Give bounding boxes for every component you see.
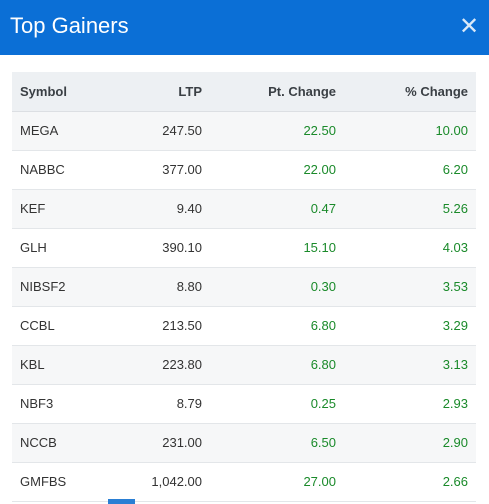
- table-row[interactable]: CCBL 213.50 6.80 3.29: [12, 306, 476, 346]
- cell-pct-change: 2.90: [344, 423, 476, 463]
- table-row[interactable]: KBL 223.80 6.80 3.13: [12, 345, 476, 385]
- cell-pct-change: 2.66: [344, 462, 476, 502]
- cell-symbol: KEF: [12, 189, 122, 229]
- cell-ltp: 8.80: [122, 267, 210, 307]
- cell-pct-change: 4.03: [344, 228, 476, 268]
- column-header-pct-change[interactable]: % Change: [344, 72, 476, 112]
- table-row[interactable]: GLH 390.10 15.10 4.03: [12, 228, 476, 268]
- column-header-ltp[interactable]: LTP: [122, 72, 210, 112]
- table-row[interactable]: MEGA 247.50 22.50 10.00: [12, 111, 476, 151]
- cell-ltp: 8.79: [122, 384, 210, 424]
- cell-pt-change: 6.80: [210, 306, 344, 346]
- cell-pt-change: 22.50: [210, 111, 344, 151]
- cell-symbol: GMFBS: [12, 462, 122, 502]
- column-header-pt-change[interactable]: Pt. Change: [210, 72, 344, 112]
- cell-symbol: NIBSF2: [12, 267, 122, 307]
- horizontal-scrollbar-thumb[interactable]: [108, 499, 135, 504]
- table-row[interactable]: NBF3 8.79 0.25 2.93: [12, 384, 476, 424]
- cell-pt-change: 0.25: [210, 384, 344, 424]
- gainers-table: Symbol LTP Pt. Change % Change MEGA 247.5…: [12, 72, 476, 502]
- cell-ltp: 231.00: [122, 423, 210, 463]
- table-row[interactable]: NABBC 377.00 22.00 6.20: [12, 150, 476, 190]
- cell-pt-change: 22.00: [210, 150, 344, 190]
- gainers-table-container: Symbol LTP Pt. Change % Change MEGA 247.5…: [12, 72, 476, 502]
- cell-symbol: NBF3: [12, 384, 122, 424]
- cell-ltp: 247.50: [122, 111, 210, 151]
- close-icon[interactable]: ✕: [459, 13, 480, 40]
- cell-ltp: 377.00: [122, 150, 210, 190]
- table-row[interactable]: KEF 9.40 0.47 5.26: [12, 189, 476, 229]
- cell-pct-change: 3.29: [344, 306, 476, 346]
- cell-ltp: 223.80: [122, 345, 210, 385]
- cell-pt-change: 15.10: [210, 228, 344, 268]
- cell-pt-change: 0.47: [210, 189, 344, 229]
- cell-symbol: GLH: [12, 228, 122, 268]
- cell-pct-change: 6.20: [344, 150, 476, 190]
- cell-pct-change: 5.26: [344, 189, 476, 229]
- cell-symbol: NCCB: [12, 423, 122, 463]
- table-row[interactable]: NIBSF2 8.80 0.30 3.53: [12, 267, 476, 307]
- cell-pct-change: 3.53: [344, 267, 476, 307]
- cell-pt-change: 6.50: [210, 423, 344, 463]
- cell-pct-change: 10.00: [344, 111, 476, 151]
- cell-pct-change: 2.93: [344, 384, 476, 424]
- column-header-symbol[interactable]: Symbol: [12, 72, 122, 112]
- cell-ltp: 9.40: [122, 189, 210, 229]
- table-row[interactable]: NCCB 231.00 6.50 2.90: [12, 423, 476, 463]
- cell-ltp: 213.50: [122, 306, 210, 346]
- table-row[interactable]: GMFBS 1,042.00 27.00 2.66: [12, 462, 476, 502]
- table-body: MEGA 247.50 22.50 10.00 NABBC 377.00 22.00 6.20…: [12, 111, 476, 502]
- cell-symbol: KBL: [12, 345, 122, 385]
- dialog-header: Top Gainers ✕: [0, 0, 489, 55]
- cell-pct-change: 3.13: [344, 345, 476, 385]
- cell-ltp: 390.10: [122, 228, 210, 268]
- cell-symbol: CCBL: [12, 306, 122, 346]
- cell-pt-change: 0.30: [210, 267, 344, 307]
- cell-symbol: MEGA: [12, 111, 122, 151]
- cell-pt-change: 27.00: [210, 462, 344, 502]
- cell-pt-change: 6.80: [210, 345, 344, 385]
- cell-ltp: 1,042.00: [122, 462, 210, 502]
- dialog-title: Top Gainers: [10, 13, 129, 38]
- table-header-row: Symbol LTP Pt. Change % Change: [12, 72, 476, 112]
- cell-symbol: NABBC: [12, 150, 122, 190]
